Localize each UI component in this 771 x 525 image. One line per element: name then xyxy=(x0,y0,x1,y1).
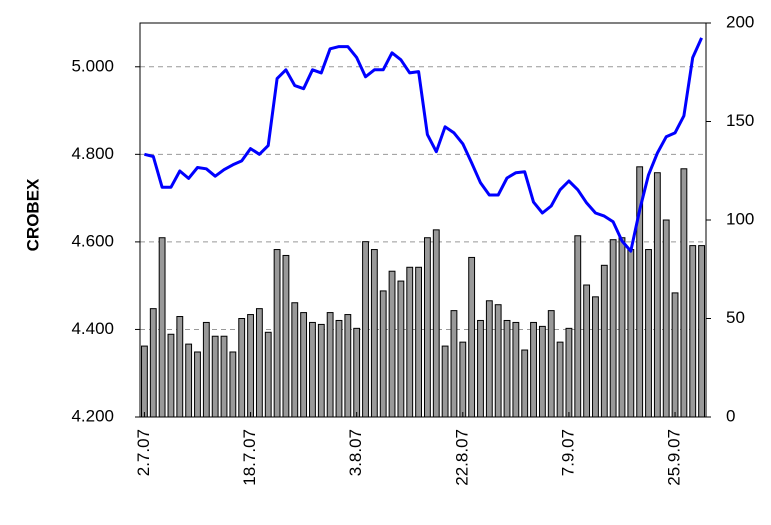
bar xyxy=(344,314,352,418)
bar xyxy=(291,302,299,418)
bar xyxy=(406,266,414,418)
bar xyxy=(238,318,246,418)
bar xyxy=(662,219,670,418)
y2-tick-label: 200 xyxy=(726,12,754,31)
y-tick-label: 4.200 xyxy=(71,406,114,425)
bar xyxy=(547,310,555,418)
bar xyxy=(255,308,263,418)
bar xyxy=(211,335,219,418)
bar xyxy=(397,280,405,418)
bar xyxy=(653,172,661,418)
bar xyxy=(141,345,148,418)
bar xyxy=(583,284,591,418)
bar xyxy=(282,254,290,418)
plot-frame xyxy=(139,22,707,418)
bar xyxy=(185,343,193,418)
bar xyxy=(600,264,608,418)
bar xyxy=(459,341,467,418)
bar xyxy=(512,321,520,418)
y-tick-label: 4.400 xyxy=(71,319,114,338)
bar xyxy=(530,321,537,418)
line xyxy=(144,37,703,253)
y2-tick-label: 50 xyxy=(726,308,745,327)
bar xyxy=(485,300,493,418)
bar xyxy=(362,241,369,418)
bar xyxy=(300,312,308,418)
bar xyxy=(671,292,679,418)
bar xyxy=(574,235,582,418)
bar xyxy=(627,249,635,418)
bar xyxy=(494,304,502,418)
bar xyxy=(609,239,617,418)
bar xyxy=(618,237,626,418)
bar xyxy=(149,308,157,418)
bar xyxy=(158,237,166,418)
x-tick-label: 2.7.07 xyxy=(134,429,153,476)
bar xyxy=(565,327,573,418)
bar xyxy=(379,290,387,418)
bar xyxy=(202,321,210,418)
bar xyxy=(698,245,705,418)
bar xyxy=(689,245,697,418)
bar xyxy=(441,345,449,418)
y-tick-label: 4.600 xyxy=(71,231,114,250)
bar xyxy=(229,351,237,418)
bar xyxy=(194,351,201,418)
bar xyxy=(247,314,254,418)
bar xyxy=(432,229,440,418)
x-tick-label: 7.9.07 xyxy=(558,429,577,476)
bar xyxy=(370,249,378,418)
x-tick-label: 3.8.07 xyxy=(346,429,365,476)
bar xyxy=(680,168,688,418)
y-axis-label: CROBEX xyxy=(23,178,42,251)
bar xyxy=(335,319,343,418)
bar xyxy=(353,327,361,418)
bar xyxy=(424,237,431,418)
bar xyxy=(273,249,281,418)
x-tick-label: 18.7.07 xyxy=(240,429,259,486)
bar xyxy=(264,331,272,418)
y-tick-label: 4.800 xyxy=(71,144,114,163)
x-tick-label: 22.8.07 xyxy=(452,429,471,486)
bar xyxy=(176,316,184,418)
bar xyxy=(592,296,599,418)
bar xyxy=(521,349,529,418)
y-tick-label: 5.000 xyxy=(71,56,114,75)
bar xyxy=(468,256,476,418)
bar xyxy=(538,325,546,418)
bar xyxy=(326,312,334,418)
bar xyxy=(388,270,396,418)
bar xyxy=(220,335,228,418)
y2-tick-label: 100 xyxy=(726,209,754,228)
bar xyxy=(503,319,511,418)
bar xyxy=(309,321,316,418)
bar xyxy=(167,333,175,418)
bar xyxy=(317,323,325,418)
x-tick-label: 25.9.07 xyxy=(665,429,684,486)
bar xyxy=(450,310,458,418)
bar xyxy=(477,319,484,418)
bar xyxy=(556,341,564,418)
y2-tick-label: 150 xyxy=(726,111,754,130)
bar xyxy=(645,249,652,418)
bar xyxy=(415,266,422,418)
y2-tick-label: 0 xyxy=(726,406,735,425)
